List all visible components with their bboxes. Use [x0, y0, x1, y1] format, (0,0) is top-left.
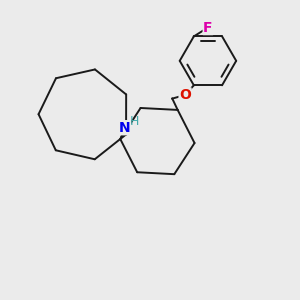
Text: H: H — [130, 115, 139, 128]
Text: N: N — [119, 121, 130, 135]
Text: O: O — [179, 88, 191, 102]
Text: F: F — [203, 20, 213, 34]
